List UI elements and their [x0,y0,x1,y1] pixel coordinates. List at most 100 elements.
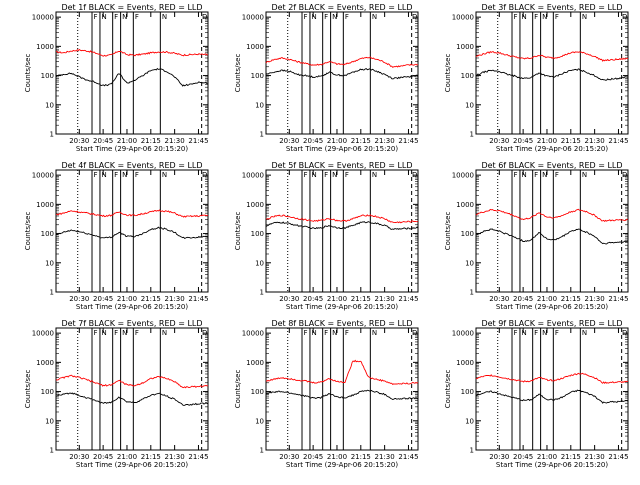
x-tick-label: 20:30 [489,295,509,303]
y-tick-label: 1000 [36,43,54,51]
series-events-line [55,392,209,406]
y-tick-label: 100 [461,72,474,80]
marker-label: N [372,329,377,337]
marker-label: F [514,13,518,21]
y-axis-label: Counts/sec [444,212,452,251]
x-tick-label: 21:00 [537,453,557,461]
marker-label: D [202,171,207,179]
x-tick-label: 21:15 [141,453,161,461]
x-tick-label: 20:45 [303,453,323,461]
x-tick-label: 21:30 [375,295,395,303]
x-tick-label: 21:45 [188,453,208,461]
y-tick-label: 10000 [452,330,474,338]
y-tick-label: 100 [251,388,264,396]
x-axis-label: Start Time (29-Apr-06 20:15:20) [76,461,188,469]
panel-title: Det 9f BLACK = Events, RED = LLD [481,319,622,328]
y-axis-label: Counts/sec [234,370,242,409]
x-tick-label: 21:30 [585,453,605,461]
marker-label: F [534,13,538,21]
plot-frame [55,327,209,451]
y-tick-label: 10 [465,101,474,109]
x-tick-label: 21:30 [165,295,185,303]
x-tick-label: 20:45 [303,295,323,303]
series-events-line [475,389,629,404]
x-tick-label: 20:45 [303,137,323,145]
series-lld-line [265,359,419,385]
y-tick-label: 100 [461,230,474,238]
y-tick-label: 10 [255,101,264,109]
y-tick-label: 1 [50,289,54,297]
marker-label: F [114,329,118,337]
x-axis-label: Start Time (29-Apr-06 20:15:20) [496,303,608,311]
panel-title: Det 6f BLACK = Events, RED = LLD [481,161,622,170]
y-tick-label: 1000 [456,201,474,209]
x-tick-label: 21:00 [117,137,137,145]
x-tick-label: 21:30 [375,453,395,461]
y-tick-label: 10 [465,259,474,267]
x-tick-label: 20:45 [93,295,113,303]
y-tick-label: 1000 [36,359,54,367]
x-tick-label: 20:30 [489,453,509,461]
x-tick-label: 21:30 [585,137,605,145]
y-axis-label: Counts/sec [234,54,242,93]
x-tick-label: 21:00 [327,295,347,303]
y-tick-label: 10000 [452,14,474,22]
x-tick-label: 21:45 [398,453,418,461]
x-tick-label: 21:15 [351,295,371,303]
x-tick-label: 20:30 [69,295,89,303]
marker-label: F [94,171,98,179]
marker-label: N [521,171,526,179]
y-tick-label: 10 [45,259,54,267]
y-tick-label: 10000 [242,14,264,22]
series-lld-line [55,374,209,389]
x-tick-label: 21:45 [608,295,628,303]
marker-label: D [622,171,627,179]
marker-label: N [332,329,337,337]
detector-panel: Det 9f BLACK = Events, RED = LLD 1 10 100 10… [444,319,629,469]
marker-label: D [412,171,417,179]
plot-frame [55,169,209,293]
y-axis-label: Counts/sec [444,54,452,93]
y-tick-label: 1000 [456,43,474,51]
series-lld-line [55,209,209,218]
y-tick-label: 100 [251,230,264,238]
marker-label: N [332,13,337,21]
marker-label: D [412,329,417,337]
x-tick-label: 21:15 [561,295,581,303]
panel-title: Det 7f BLACK = Events, RED = LLD [61,319,202,328]
x-tick-label: 20:30 [489,137,509,145]
panel-title: Det 2f BLACK = Events, RED = LLD [271,3,412,12]
detector-panel: Det 3f BLACK = Events, RED = LLD 1 10 100 10… [444,3,629,153]
marker-label: N [372,171,377,179]
plot-frame [475,11,629,135]
y-tick-label: 1 [50,447,54,455]
x-axis-label: Start Time (29-Apr-06 20:15:20) [76,303,188,311]
y-tick-label: 1000 [246,43,264,51]
x-tick-label: 21:30 [585,295,605,303]
detector-panel: Det 5f BLACK = Events, RED = LLD 1 10 100 10… [234,161,419,311]
x-tick-label: 21:00 [117,295,137,303]
x-tick-label: 21:00 [117,453,137,461]
y-tick-label: 10000 [32,330,54,338]
y-tick-label: 1 [470,289,474,297]
series-lld-line [265,56,419,68]
marker-label: N [311,171,316,179]
x-tick-label: 21:45 [398,137,418,145]
y-tick-label: 10 [255,417,264,425]
detector-panel: Det 7f BLACK = Events, RED = LLD 1 10 100 10… [24,319,209,469]
marker-label: F [324,13,328,21]
plot-frame [475,327,629,451]
x-tick-label: 20:30 [279,453,299,461]
marker-label: N [542,329,547,337]
marker-label: N [542,171,547,179]
marker-label: D [622,13,627,21]
marker-label: F [304,171,308,179]
y-tick-label: 10000 [242,330,264,338]
x-tick-label: 21:00 [327,137,347,145]
marker-label: F [345,13,349,21]
detector-panel: Det 2f BLACK = Events, RED = LLD 1 10 100 10… [234,3,419,153]
x-axis-label: Start Time (29-Apr-06 20:15:20) [286,303,398,311]
marker-label: F [534,329,538,337]
series-events-line [475,68,629,81]
